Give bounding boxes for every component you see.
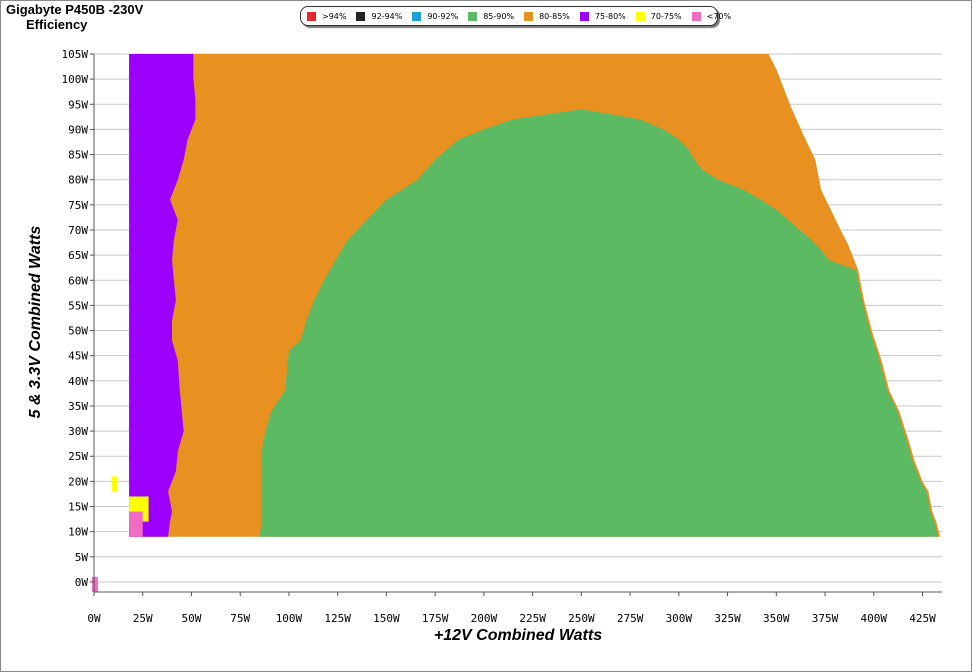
x-tick-label: 175W (422, 612, 449, 625)
x-tick-label: 125W (324, 612, 351, 625)
x-tick-label: 425W (909, 612, 936, 625)
x-tick-label: 100W (276, 612, 303, 625)
y-tick-label: 10W (68, 526, 88, 539)
x-tick-label: 300W (666, 612, 693, 625)
legend-item: 90-92% (412, 11, 459, 21)
legend-label: >94% (322, 11, 347, 21)
chart-subtitle: Efficiency (26, 17, 88, 32)
legend-swatch (691, 11, 701, 21)
legend-item: 75-80% (579, 11, 626, 21)
legend-swatch (412, 11, 422, 21)
legend-swatch (635, 11, 645, 21)
x-tick-label: 200W (471, 612, 498, 625)
legend-swatch (579, 11, 589, 21)
y-tick-label: 105W (62, 48, 89, 61)
y-tick-label: 20W (68, 475, 88, 488)
x-tick-label: 225W (519, 612, 546, 625)
y-tick-label: 65W (68, 249, 88, 262)
x-tick-label: 275W (617, 612, 644, 625)
legend-swatch (468, 11, 478, 21)
y-tick-label: 70W (68, 224, 88, 237)
legend-label: 70-75% (650, 11, 682, 21)
legend-item: >94% (307, 11, 347, 21)
legend-label: 90-92% (427, 11, 459, 21)
legend: >94% 92-94% 90-92% 85-90% 80-85% 75-80% 70-75%… (300, 6, 731, 26)
legend-item: 70-75% (635, 11, 682, 21)
y-tick-label: 15W (68, 501, 88, 514)
y-tick-label: 85W (68, 149, 88, 162)
x-tick-label: 50W (182, 612, 202, 625)
legend-item: 80-85% (524, 11, 570, 21)
y-tick-label: 30W (68, 425, 88, 438)
legend-label: 80-85% (539, 11, 570, 21)
x-axis-title: +12V Combined Watts (434, 627, 602, 644)
y-tick-label: 0W (75, 576, 89, 589)
y-tick-label: 90W (68, 123, 88, 136)
region-75-80 (129, 54, 196, 537)
y-tick-label: 35W (68, 400, 88, 413)
x-tick-label: 400W (861, 612, 888, 625)
legend-label: 92-94% (371, 11, 403, 21)
region-under-70 (92, 576, 98, 592)
y-tick-label: 75W (68, 199, 88, 212)
y-tick-label: 60W (68, 274, 88, 287)
y-tick-label: 95W (68, 98, 88, 111)
axes: 0W 5W 10W 15W 20W 25W 30W 35W 40W 45W 50W 55W 60W 65W… (62, 48, 942, 625)
legend-label: 85-90% (483, 11, 515, 21)
x-tick-label: 250W (568, 612, 595, 625)
x-tick-label: 375W (812, 612, 839, 625)
y-tick-label: 55W (68, 299, 88, 312)
efficiency-regions (92, 54, 941, 592)
region-85-90 (259, 109, 939, 537)
y-tick-label: 50W (68, 325, 88, 338)
region-under-70 (129, 511, 143, 537)
legend-label: 75-80% (594, 11, 626, 21)
legend-label: <70% (706, 11, 732, 21)
chart-title: Gigabyte P450B -230V (6, 2, 144, 17)
legend-swatch (307, 11, 316, 21)
y-tick-label: 5W (75, 551, 89, 564)
region-70-75 (111, 476, 118, 492)
y-tick-label: 40W (68, 375, 88, 388)
legend-swatch (524, 11, 534, 21)
legend-item: <70% (691, 11, 732, 21)
y-tick-label: 80W (68, 174, 88, 187)
x-tick-label: 325W (714, 612, 741, 625)
y-tick-label: 25W (68, 450, 88, 463)
legend-item: 85-90% (468, 11, 515, 21)
x-tick-label: 150W (373, 612, 400, 625)
y-axis-title: 5 & 3.3V Combined Watts (27, 226, 44, 419)
y-tick-label: 45W (68, 350, 88, 363)
y-tick-label: 100W (62, 73, 89, 86)
x-tick-label: 25W (133, 612, 153, 625)
legend-swatch (356, 11, 366, 21)
x-tick-label: 75W (230, 612, 250, 625)
x-tick-label: 350W (763, 612, 790, 625)
legend-item: 92-94% (356, 11, 403, 21)
x-tick-label: 0W (87, 612, 101, 625)
